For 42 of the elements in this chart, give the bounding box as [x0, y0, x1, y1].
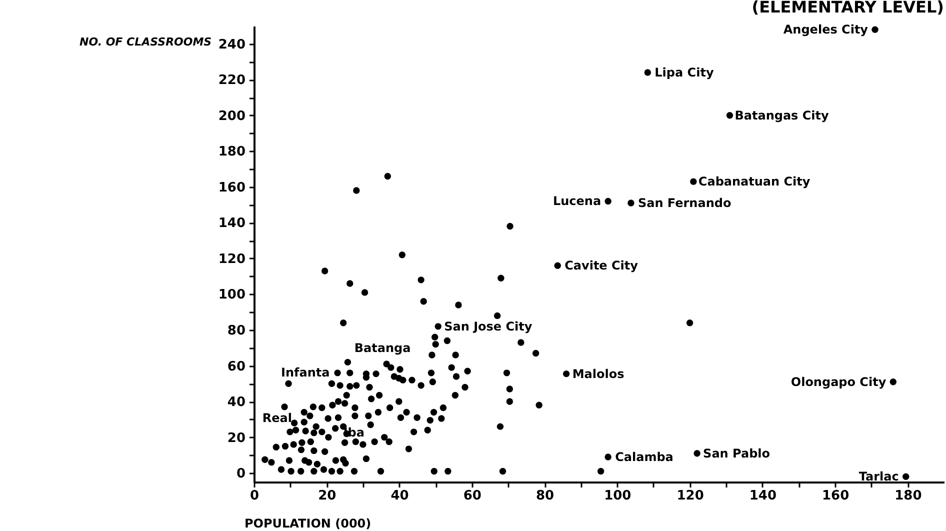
annotation: Batangas City: [734, 108, 830, 122]
y-tick-label: 200: [218, 108, 246, 124]
x-tick-label: 20: [318, 488, 336, 504]
y-tick-label: 140: [218, 216, 246, 232]
y-tick-label: 0: [236, 466, 246, 482]
annotation: Infanta: [281, 366, 330, 380]
y-tick-label: 180: [218, 144, 246, 160]
annotation: Cabanatuan City: [698, 174, 810, 189]
chart-title: (ELEMENTARY LEVEL): [752, 0, 944, 17]
y-tick-label: 160: [218, 180, 246, 196]
x-tick-label: 100: [604, 488, 632, 504]
y-tick-label: 240: [218, 37, 246, 52]
y-tick-label: 60: [227, 359, 246, 374]
x-axis-title: POPULATION (000): [244, 516, 372, 530]
y-tick-label: 100: [218, 288, 246, 303]
annotation: San Jose City: [444, 319, 532, 334]
annotation: Malolos: [572, 366, 624, 381]
annotation: San Fernando: [638, 196, 732, 210]
x-tick-label: 80: [536, 488, 554, 504]
annotation: Cavite City: [564, 258, 638, 273]
x-tick-label: 60: [463, 488, 482, 504]
annotation: Real: [262, 410, 292, 425]
annotation: Tarlac: [858, 470, 899, 484]
annotation: Angeles City: [783, 22, 868, 37]
annotation: Batanga: [354, 340, 411, 355]
annotation: Lucena: [552, 194, 602, 208]
y-tick-label: 220: [218, 73, 246, 88]
y-tick-label: 120: [218, 252, 246, 267]
annotation: Calamba: [615, 450, 674, 464]
x-tick-label: 180: [894, 488, 922, 504]
y-tick-label: 80: [227, 324, 246, 338]
x-tick-label: 40: [390, 488, 409, 504]
annotation: Olongapo City: [790, 374, 886, 389]
x-tick-label: 120: [676, 488, 704, 504]
x-tick-label: 140: [749, 488, 776, 504]
y-axis-title: NO. OF CLASSROOMS: [80, 36, 212, 48]
annotation: Lipa City: [654, 65, 714, 80]
x-tick-label: 0: [250, 488, 260, 504]
annotation: San Pablo: [703, 446, 770, 460]
y-tick-label: 40: [227, 395, 246, 410]
y-tick-label: 20: [227, 430, 246, 446]
x-tick-label: 160: [822, 488, 850, 504]
